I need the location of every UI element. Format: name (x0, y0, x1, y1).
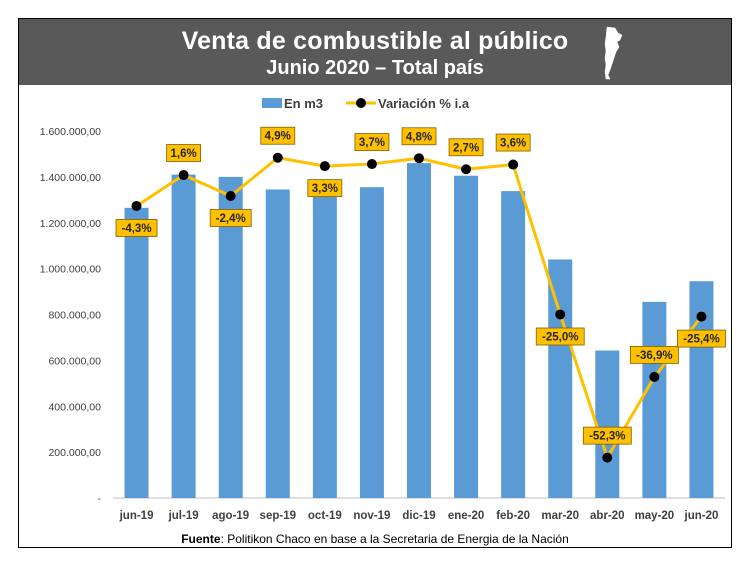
x-tick-label: abr-20 (590, 510, 625, 522)
line-marker (414, 153, 424, 164)
y-tick-label: 400.000,00 (48, 401, 101, 413)
bar (218, 176, 243, 498)
source-label: Fuente (181, 532, 221, 546)
data-label-box (582, 426, 632, 445)
data-label-box (495, 133, 531, 152)
data-label-box (354, 133, 390, 151)
chart: En m3 Variación % i.a - 200.000,00 400.000,0… (40, 96, 726, 522)
data-label: 4,9% (265, 131, 291, 143)
x-tick-label: may-20 (635, 510, 675, 522)
data-label-box (535, 327, 585, 346)
data-label-box (166, 144, 202, 162)
data-label-box (115, 219, 158, 237)
line-marker (696, 311, 707, 322)
x-tick-label: ene-20 (448, 510, 484, 522)
bar (124, 207, 149, 498)
data-label: 1,6% (171, 148, 197, 160)
line-marker (272, 152, 283, 163)
line-marker (225, 191, 236, 202)
legend-swatch-bars (262, 98, 282, 108)
x-tick-label: nov-19 (353, 510, 390, 522)
x-tick-label: oct-19 (308, 510, 342, 522)
data-label: 2,7% (453, 142, 479, 154)
chart-subtitle: Junio 2020 – Total país (266, 57, 484, 79)
y-tick-label: 1.600.000,00 (40, 126, 101, 138)
y-tick-label: 800.000,00 (48, 310, 101, 322)
legend-label-line: Variación % i.a (378, 96, 470, 111)
line-marker (131, 200, 142, 211)
y-tick-label: 600.000,00 (48, 355, 101, 367)
y-tick-label: 1.400.000,00 (40, 172, 101, 184)
x-tick-label: sep-19 (260, 510, 296, 522)
line-marker (319, 161, 330, 172)
x-tick-label: feb-20 (496, 510, 530, 522)
bar (501, 191, 526, 498)
data-label: -2,4% (216, 213, 246, 225)
y-tick-label: 1.200.000,00 (40, 218, 101, 230)
data-label-box (448, 138, 484, 157)
bar (454, 175, 479, 498)
bar (548, 259, 573, 498)
data-label: -25,0% (542, 332, 578, 344)
chart-frame: Venta de combustible al público Junio 20… (18, 18, 732, 548)
y-tick-label: 1.000.000,00 (40, 264, 101, 276)
bar (171, 174, 196, 499)
data-label: 3,7% (359, 137, 385, 149)
legend-label-bars: En m3 (284, 96, 323, 111)
data-label-box (209, 209, 252, 227)
data-label-box (260, 126, 296, 145)
legend-marker-line (356, 98, 366, 108)
x-tick-label: ago-19 (212, 510, 249, 522)
x-tick-label: jul-19 (168, 510, 199, 522)
data-label: -36,9% (636, 350, 672, 362)
line-marker (178, 170, 189, 181)
data-label: 3,3% (312, 183, 338, 195)
data-label: 4,8% (406, 131, 432, 143)
data-label-box (307, 179, 343, 198)
line-marker (555, 309, 566, 320)
data-label-box (629, 345, 679, 364)
source-text: : Politikon Chaco en base a la Secretari… (220, 532, 569, 546)
chart-title: Venta de combustible al público (181, 27, 569, 55)
argentina-map-icon (604, 26, 623, 80)
line-marker (461, 164, 472, 175)
header: Venta de combustible al público Junio 20… (19, 19, 731, 85)
source-note: Fuente: Politikon Chaco en base a la Sec… (19, 532, 731, 546)
bar (265, 189, 290, 498)
x-tick-label: dic-19 (402, 510, 435, 522)
bar (595, 350, 620, 498)
line-marker (366, 159, 377, 170)
x-tick-label: mar-20 (541, 510, 579, 522)
y-tick-label: - (98, 493, 102, 505)
line-marker (602, 452, 613, 463)
data-label-box (401, 127, 437, 146)
bar (312, 190, 337, 498)
line-marker (649, 371, 660, 382)
x-tick-label: jun-20 (684, 510, 719, 522)
data-label: -4,3% (122, 223, 152, 235)
bar (642, 301, 667, 498)
data-label-box (677, 329, 726, 348)
line-marker (508, 159, 519, 170)
bar (407, 163, 431, 499)
data-label: -52,3% (589, 431, 625, 443)
x-tick-label: jun-19 (119, 510, 154, 522)
data-label: 3,6% (500, 138, 526, 150)
bar (359, 187, 384, 498)
data-label: -25,4% (683, 334, 719, 346)
y-tick-label: 200.000,00 (48, 447, 101, 459)
